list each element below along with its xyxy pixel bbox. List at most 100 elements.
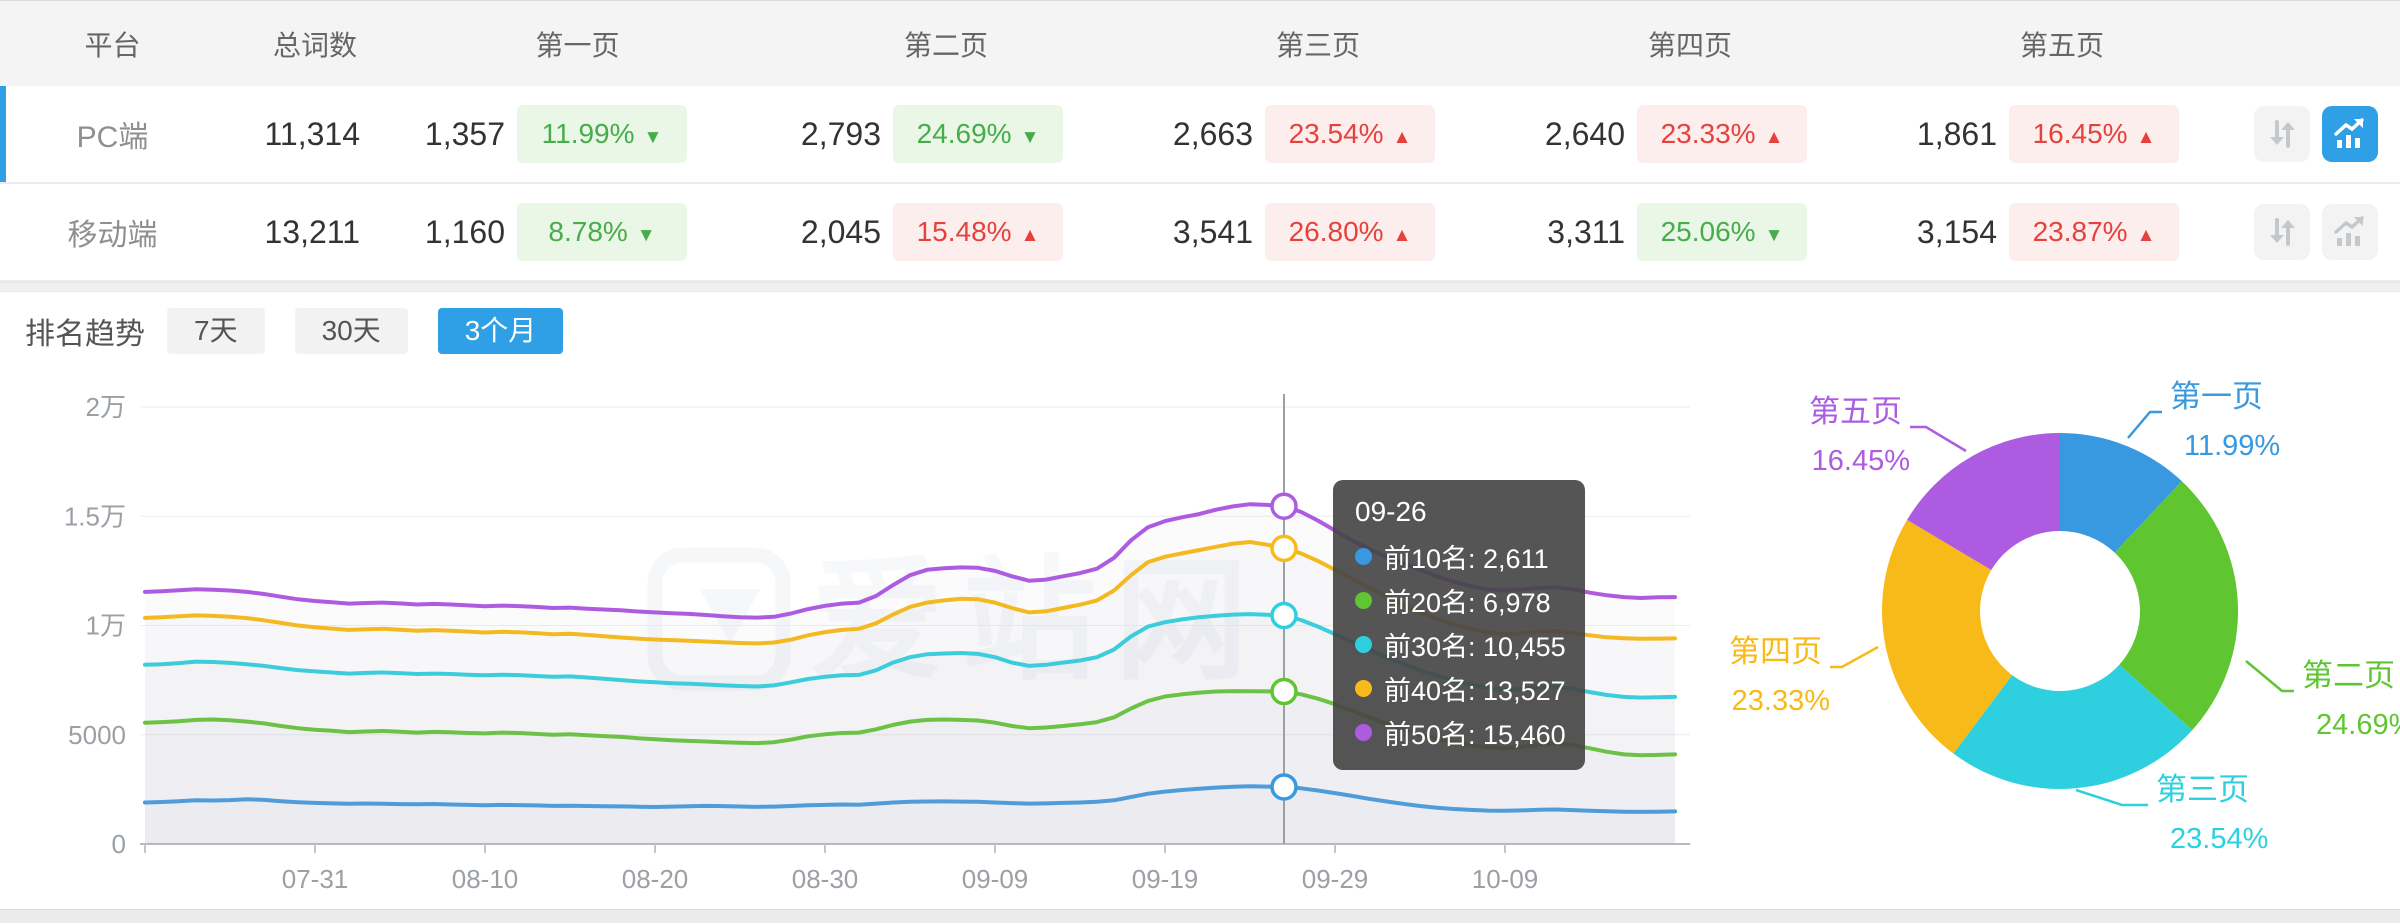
donut-label-pct: 16.45%	[1812, 445, 1910, 477]
chart-tooltip: 09-26 前10名: 2,611 前20名: 6,978 前30名: 10,455…	[1333, 480, 1585, 770]
page-3-change-badge: 23.54% ▲	[1265, 105, 1435, 163]
page-1-change-badge: 11.99% ▼	[517, 105, 687, 163]
up-triangle-icon: ▲	[1392, 127, 1412, 148]
column-header-page-2: 第二页	[903, 29, 988, 61]
donut-slice-第五页[interactable]	[1907, 433, 2060, 571]
y-axis-label: 0	[112, 829, 126, 859]
series-dot-icon	[1355, 591, 1372, 609]
page-1-count: 1,160	[424, 213, 505, 250]
sort-arrows-icon	[2270, 120, 2295, 148]
tooltip-date: 09-26	[1355, 496, 1427, 527]
row-actions	[2178, 184, 2400, 280]
donut-label-line-第四页	[1830, 645, 1879, 669]
donut-label-pct: 11.99%	[2184, 430, 2280, 462]
up-triangle-icon: ▲	[2136, 127, 2156, 148]
down-triangle-icon: ▼	[1020, 127, 1040, 148]
page-5-change-badge: 23.87% ▲	[2009, 203, 2179, 261]
donut-slice-第四页[interactable]	[1881, 519, 2013, 754]
y-axis-label: 2万	[86, 392, 126, 422]
page-1-count: 1,357	[424, 115, 505, 152]
tooltip-item: 前50名: 15,460	[1355, 710, 1566, 754]
x-axis-label: 08-20	[622, 864, 689, 894]
trend-chart-button[interactable]	[2322, 106, 2378, 162]
tooltip-item-text: 前50名: 15,460	[1384, 719, 1566, 750]
donut-label-pct: 24.69%	[2316, 709, 2400, 741]
y-axis-label: 5000	[68, 720, 126, 750]
page-4-badge-cell: 23.33% ▲	[1630, 86, 1807, 182]
page-5-change-badge: 16.45% ▲	[2009, 105, 2179, 163]
donut-label-line-第二页	[2245, 660, 2294, 693]
tab-range-7天[interactable]: 7天	[167, 307, 265, 354]
tooltip-item: 前30名: 10,455	[1355, 622, 1566, 666]
down-triangle-icon: ▼	[643, 127, 663, 148]
donut-label-line-第五页	[1910, 425, 1967, 453]
trend-chart-button[interactable]	[2322, 204, 2378, 260]
row-actions	[2178, 86, 2400, 182]
donut-label-name: 第一页	[2170, 379, 2263, 414]
page-1-badge-cell: 11.99% ▼	[510, 86, 690, 182]
page-2-change-badge: 15.48% ▲	[893, 203, 1063, 261]
tab-range-30天[interactable]: 30天	[294, 307, 408, 354]
tooltip-item-text: 前10名: 2,611	[1384, 543, 1549, 574]
sort-arrows-icon	[2270, 218, 2295, 246]
y-axis-label: 1万	[86, 611, 126, 641]
page-2-count: 2,793	[800, 115, 881, 152]
donut-label-name: 第二页	[2302, 658, 2395, 693]
donut-slice-第一页[interactable]	[2060, 433, 2182, 553]
tooltip-items: 前10名: 2,611 前20名: 6,978 前30名: 10,455 前40名: …	[1355, 534, 1566, 754]
tooltip-item: 前10名: 2,611	[1355, 534, 1563, 578]
x-axis-label: 09-19	[1132, 864, 1199, 894]
page-4-count: 2,640	[1544, 115, 1625, 152]
range-tabs: 7天 30天 3个月	[167, 307, 593, 354]
series-dot-icon	[1355, 547, 1372, 565]
tooltip-item: 前40名: 13,527	[1355, 666, 1566, 710]
trend-charts-canvas[interactable]: 爱站网050001万1.5万2万07-3108-1008-2008-3009-0…	[0, 359, 2400, 909]
page-distribution-donut[interactable]	[1881, 433, 2238, 789]
trend-chart-icon	[2334, 216, 2364, 246]
platform-row-pc[interactable]: PC端 11,314 1,357 11.99% ▼ 2,793 24.69% ▼ 2,663 23…	[0, 86, 2400, 184]
hover-marker-前50名	[1270, 492, 1298, 520]
page-4-change-badge: 23.33% ▲	[1637, 105, 1807, 163]
tab-range-3个月[interactable]: 3个月	[437, 307, 564, 354]
trend-header: 排名趋势 7天 30天 3个月	[0, 292, 2400, 354]
hover-marker-前10名	[1270, 773, 1298, 801]
donut-slice-第二页[interactable]	[2114, 481, 2238, 731]
x-axis-label: 09-09	[962, 864, 1029, 894]
series-area-前10名	[145, 786, 1675, 844]
series-line-前10名[interactable]	[143, 784, 1677, 814]
tooltip-item-text: 前20名: 6,978	[1384, 587, 1551, 618]
donut-slice-第三页[interactable]	[1953, 664, 2193, 789]
platform-name: PC端	[76, 121, 149, 154]
page-5-count: 3,154	[1916, 213, 1997, 250]
page-3-change-badge: 26.80% ▲	[1265, 203, 1435, 261]
y-axis-label: 1.5万	[64, 501, 126, 531]
hover-marker-前20名	[1270, 677, 1298, 706]
x-axis: 07-31 08-10 08-20 08-30 09-09 09-19 09-29 10-09	[144, 844, 1539, 894]
column-header-platform: 平台	[84, 29, 141, 61]
trend-chart-icon	[2334, 118, 2364, 148]
sort-button[interactable]	[2254, 106, 2310, 162]
page-4-count: 3,311	[1547, 213, 1625, 250]
page-2-count: 2,045	[800, 213, 881, 250]
donut-label-line-第一页	[2127, 410, 2162, 439]
x-axis-label: 08-10	[452, 864, 519, 894]
column-header-page-5: 第五页	[2019, 29, 2104, 61]
tooltip-item-text: 前40名: 13,527	[1384, 675, 1566, 706]
series-area-前20名	[145, 691, 1675, 844]
hover-marker-前30名	[1270, 601, 1298, 630]
down-triangle-icon: ▼	[636, 225, 656, 246]
page-4-badge-cell: 25.06% ▼	[1630, 184, 1807, 280]
bottom-strip	[0, 909, 2400, 923]
tooltip-item: 前20名: 6,978	[1355, 578, 1563, 622]
column-header-page-4: 第四页	[1647, 29, 1732, 61]
table-body: PC端 11,314 1,357 11.99% ▼ 2,793 24.69% ▼ 2,663 23…	[0, 86, 2400, 282]
series-dot-icon	[1355, 679, 1372, 697]
x-axis-label: 10-09	[1472, 864, 1539, 894]
sort-button[interactable]	[2254, 204, 2310, 260]
platform-row-mobile[interactable]: 移动端 13,211 1,160 8.78% ▼ 2,045 15.48% ▲ 3,541 26.…	[0, 184, 2400, 282]
table-header-row: 平台 总词数 第一页 第二页 第三页 第四页 第五页	[0, 1, 2400, 86]
page-3-badge-cell: 26.80% ▲	[1258, 184, 1435, 280]
x-axis-label: 07-31	[282, 864, 349, 894]
